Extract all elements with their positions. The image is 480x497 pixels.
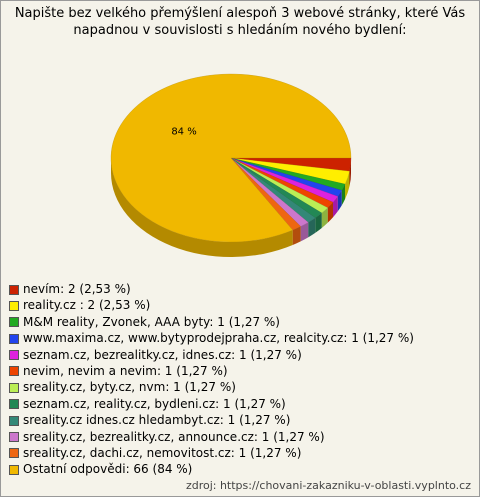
legend-label: M&M reality, Zvonek, AAA byty: 1 (1,27 %… [23,314,280,329]
legend-item: nevím: 2 (2,53 %) [9,281,414,297]
legend-label: www.maxima.cz, www.bytyprodejpraha.cz, r… [23,331,414,346]
legend-item: sreality.cz, bezrealitky.cz, announce.cz… [9,429,414,445]
chart-title: Napište bez velkého přemýšlení alespoň 3… [14,6,466,38]
legend-swatch [9,317,19,328]
legend-swatch [9,464,19,475]
legend-swatch [9,284,19,295]
legend-swatch [9,300,19,311]
legend-label: seznam.cz, reality.cz, bydleni.cz: 1 (1,… [23,396,286,411]
legend-swatch [9,399,19,410]
legend-item: www.maxima.cz, www.bytyprodejpraha.cz, r… [9,330,414,346]
slice [110,73,352,243]
slice-side [341,184,346,206]
legend-item: nevim, nevim a nevim: 1 (1,27 %) [9,363,414,379]
legend-label: Ostatní odpovědi: 66 (84 %) [23,462,193,477]
legend-label: seznam.cz, bezrealitky.cz, idnes.cz: 1 (… [23,347,302,362]
legend-item: reality.cz : 2 (2,53 %) [9,297,414,313]
legend-label: sreality.cz, byty.cz, nvm: 1 (1,27 %) [23,380,236,395]
legend-label: reality.cz : 2 (2,53 %) [23,298,151,313]
slice-side [345,171,350,200]
legend-label: nevím: 2 (2,53 %) [23,282,131,296]
slice-side [308,217,316,238]
legend-label: sreality.cz, dachi.cz, nemovitost.cz: 1 … [23,445,302,460]
legend-item: seznam.cz, bezrealitky.cz, idnes.cz: 1 (… [9,347,414,363]
pie-area: 84 % [110,73,352,257]
legend-swatch [9,448,19,459]
legend-swatch [9,350,19,361]
legend-item: Ostatní odpovědi: 66 (84 %) [9,461,414,477]
slice-side [327,202,334,223]
legend-swatch [9,366,19,377]
legend-swatch [9,333,19,344]
legend-item: sreality.cz, byty.cz, nvm: 1 (1,27 %) [9,379,414,395]
legend-item: sreality.cz, dachi.cz, nemovitost.cz: 1 … [9,445,414,461]
slice-side [321,207,328,228]
legend-label: sreality.cz, bezrealitky.cz, announce.cz… [23,429,325,444]
legend-swatch [9,382,19,393]
slice-label: 84 % [171,126,196,137]
slice-side [333,196,338,218]
legend-swatch [9,432,19,443]
legend-label: nevim, nevim a nevim: 1 (1,27 %) [23,363,228,378]
source: zdroj: https://chovani-zakazniku-v-oblas… [185,479,471,492]
legend-swatch [9,415,19,426]
slice-side [315,212,322,233]
slice-side [292,226,301,246]
slice-side [300,222,309,242]
legend: nevím: 2 (2,53 %) reality.cz : 2 (2,53 %)… [9,281,414,478]
legend-item: M&M reality, Zvonek, AAA byty: 1 (1,27 %… [9,314,414,330]
slice-side [111,158,293,257]
legend-item: sreality.cz idnes.cz hledambyt.cz: 1 (1,… [9,412,414,428]
legend-item: seznam.cz, reality.cz, bydleni.cz: 1 (1,… [9,396,414,412]
legend-label: sreality.cz idnes.cz hledambyt.cz: 1 (1,… [23,413,291,428]
slice-side [337,190,342,212]
